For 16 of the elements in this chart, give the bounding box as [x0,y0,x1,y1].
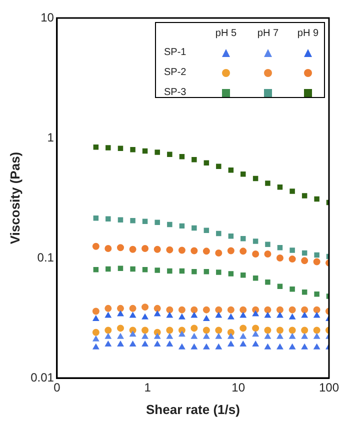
x-tick-label: 10 [232,380,246,395]
annotation: pH 5 [214,28,238,40]
y-tick-label: 0.01 [30,370,54,384]
x-tick-label: 0 [54,380,61,395]
annotation: SP-2 [164,67,186,79]
y-tick-label: 0.1 [37,250,54,264]
x-tick-label: 100 [318,380,340,395]
y-tick-label: 10 [40,10,54,24]
x-axis-title: Shear rate (1/s) [146,402,240,417]
annotation: pH 7 [256,28,280,40]
x-tick-label: 1 [144,380,152,395]
annotation: pH 9 [296,28,320,40]
y-tick-label: 1 [47,130,54,144]
y-axis-title: Viscosity (Pas) [7,152,22,244]
annotation: SP-3 [164,87,186,99]
annotation: SP-1 [164,47,186,59]
